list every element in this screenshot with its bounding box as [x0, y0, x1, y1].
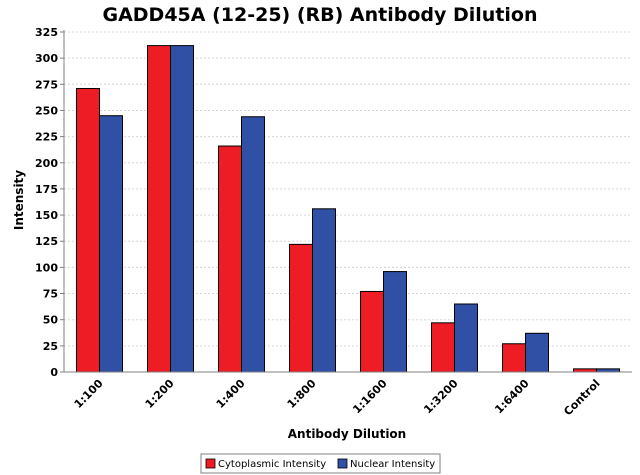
- y-tick-label: 150: [35, 209, 58, 222]
- x-tick-label: 1:3200: [421, 377, 461, 417]
- y-tick-label: 75: [43, 288, 58, 301]
- bar-nuclear-2: [241, 116, 265, 373]
- bar-nuclear-5: [454, 303, 478, 373]
- legend-swatch-nuclear: [337, 458, 348, 469]
- x-tick-label: 1:400: [214, 377, 248, 411]
- x-tick-label: 1:800: [285, 377, 319, 411]
- y-tick-label: 100: [35, 261, 58, 274]
- legend-box: [200, 453, 441, 474]
- y-tick-label: 50: [43, 314, 59, 327]
- x-axis-ticks: 1:100 1:200 1:400 1:800 1:1600 1:3200 1:6400 Co…: [72, 377, 603, 419]
- bar-nuclear-3: [312, 208, 336, 373]
- axes: [63, 30, 632, 373]
- bar-cytoplasmic-0: [76, 87, 100, 373]
- x-tick-label: 1:6400: [492, 377, 532, 417]
- y-tick-label: 200: [35, 157, 58, 170]
- y-axis-label: Intensity: [12, 170, 26, 230]
- bar-nuclear-6: [525, 332, 549, 373]
- bar-nuclear-0: [99, 115, 123, 373]
- bar-cytoplasmic-3: [289, 243, 313, 373]
- bar-nuclear-4: [383, 271, 407, 373]
- x-tick-label: 1:200: [143, 377, 177, 411]
- legend-label-nuclear: Nuclear Intensity: [350, 459, 435, 470]
- bar-cytoplasmic-4: [360, 290, 384, 373]
- bars: [76, 45, 620, 373]
- x-tick-label: Control: [561, 377, 602, 418]
- x-tick-label: 1:100: [72, 377, 106, 411]
- bar-cytoplasmic-1: [147, 45, 171, 373]
- y-tick-label: 0: [50, 366, 58, 379]
- legend-swatch-cytoplasmic: [205, 458, 216, 469]
- y-tick-label: 325: [35, 26, 58, 39]
- gridlines: [64, 31, 632, 347]
- y-tick-label: 275: [35, 78, 58, 91]
- chart-title: GADD45A (12-25) (RB) Antibody Dilution: [102, 4, 537, 26]
- y-tick-label: 25: [43, 340, 58, 353]
- y-tick-label: 125: [35, 235, 58, 248]
- x-axis-label: Antibody Dilution: [288, 427, 406, 441]
- y-axis-ticks: 0 25 50 75 100 125 150 175 200 225 250 275 300 325: [35, 26, 64, 379]
- legend-label-cytoplasmic: Cytoplasmic Intensity: [218, 459, 326, 470]
- bar-cytoplasmic-6: [502, 343, 526, 373]
- y-tick-label: 175: [35, 183, 58, 196]
- x-tick-label: 1:1600: [350, 377, 390, 417]
- legend: Cytoplasmic Intensity Nuclear Intensity: [200, 453, 441, 474]
- bar-cytoplasmic-5: [431, 322, 455, 373]
- y-tick-label: 225: [35, 131, 58, 144]
- y-tick-label: 250: [35, 104, 58, 117]
- bar-nuclear-1: [170, 45, 194, 373]
- y-tick-label: 300: [35, 52, 58, 65]
- bar-cytoplasmic-2: [218, 145, 242, 373]
